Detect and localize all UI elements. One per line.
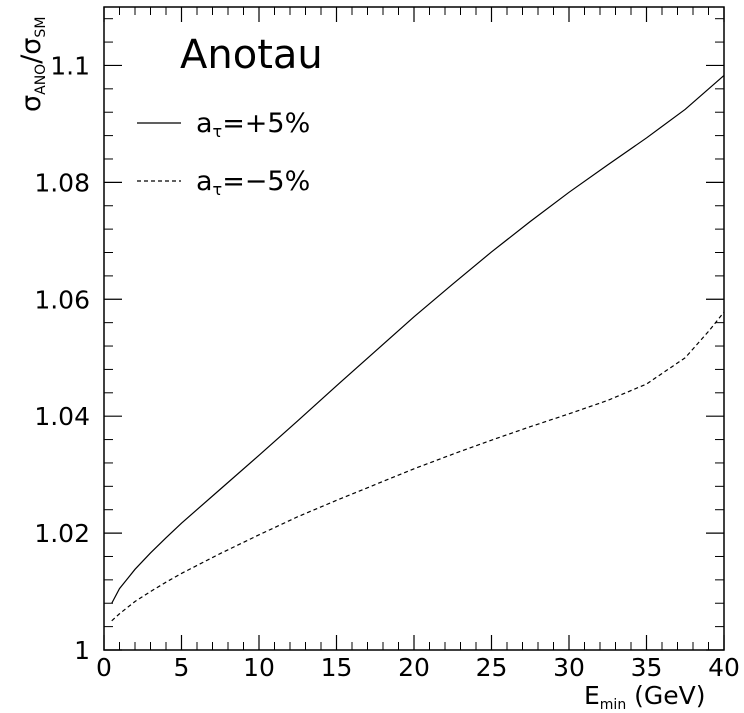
x-tick-label: 5 — [174, 653, 190, 682]
x-tick-label: 30 — [553, 653, 585, 682]
x-tick-label: 0 — [96, 653, 112, 682]
x-tick-label: 35 — [631, 653, 663, 682]
x-axis-tick-labels: 0 5 10 15 20 25 30 35 40 — [96, 653, 740, 682]
x-tick-label: 20 — [398, 653, 430, 682]
y-tick-label: 1.06 — [34, 285, 90, 314]
legend-label-2: aτ=−5% — [196, 166, 310, 199]
chart-title: Anotau — [180, 32, 323, 78]
plot-frame — [103, 6, 725, 651]
y-axis-tick-labels: 1 1.02 1.04 1.06 1.08 1.1 — [34, 51, 90, 665]
y-axis-label: σANO/σSM — [16, 17, 49, 112]
x-tick-label: 25 — [476, 653, 508, 682]
series-line-2 — [111, 311, 725, 622]
y-tick-label: 1.08 — [34, 168, 90, 197]
y-tick-label: 1.02 — [34, 519, 90, 548]
series-line-1 — [111, 74, 725, 604]
y-tick-label: 1 — [74, 636, 90, 665]
x-tick-label: 40 — [708, 653, 740, 682]
y-axis-ticks — [104, 18, 724, 651]
x-tick-label: 15 — [321, 653, 353, 682]
x-axis-label: Emin (GeV) — [584, 681, 706, 713]
legend: aτ=+5% aτ=−5% — [137, 108, 310, 199]
x-tick-label: 10 — [243, 653, 275, 682]
y-tick-label: 1.1 — [50, 51, 90, 80]
legend-label-1: aτ=+5% — [196, 108, 310, 141]
series-group — [111, 74, 725, 622]
x-axis-ticks — [103, 7, 725, 650]
y-tick-label: 1.04 — [34, 402, 90, 431]
